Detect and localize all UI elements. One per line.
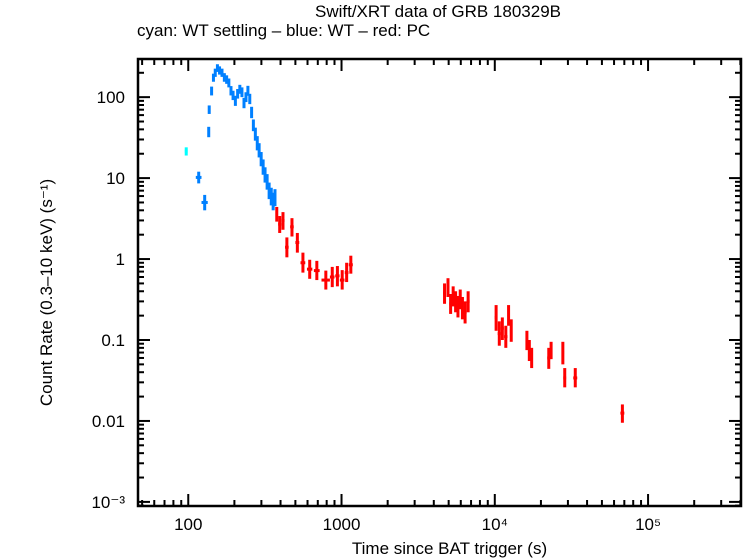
data-point — [227, 78, 231, 88]
y-tick-label: 100 — [97, 88, 125, 107]
data-point — [463, 301, 467, 324]
data-point — [275, 206, 279, 222]
data-point — [195, 171, 202, 184]
series-wt — [195, 64, 277, 211]
data-point — [244, 92, 248, 103]
data-point — [218, 66, 222, 75]
data-point — [460, 296, 464, 320]
data-point — [290, 218, 294, 237]
data-point — [210, 86, 214, 96]
y-tick-label: 10⁻³ — [91, 493, 125, 512]
data-point — [236, 89, 240, 99]
data-point — [242, 97, 246, 109]
x-axis-label: Time since BAT trigger (s) — [352, 539, 547, 558]
data-point — [229, 86, 233, 96]
data-point — [456, 295, 460, 318]
data-point — [507, 305, 511, 326]
data-point — [321, 270, 330, 290]
data-point — [225, 75, 229, 84]
x-tick-label: 100 — [174, 515, 202, 534]
data-point — [509, 319, 513, 342]
x-tick-label: 10⁵ — [635, 515, 661, 534]
data-point — [251, 119, 255, 132]
data-point — [233, 95, 237, 106]
data-point — [451, 286, 455, 307]
data-point — [500, 317, 504, 341]
data-point — [344, 262, 349, 283]
data-point — [215, 64, 219, 72]
data-point — [313, 260, 320, 281]
data-point — [246, 85, 250, 96]
data-point — [281, 212, 285, 230]
data-point — [620, 404, 625, 423]
y-tick-label: 0.01 — [92, 412, 125, 431]
data-point — [211, 73, 215, 82]
data-point — [335, 266, 340, 287]
data-point — [466, 291, 470, 313]
data-point — [231, 90, 235, 101]
data-point — [504, 325, 508, 348]
data-point — [525, 330, 529, 351]
data-point — [573, 368, 578, 388]
data-point — [201, 194, 208, 211]
data-point — [549, 341, 553, 360]
y-tick-label: 1 — [116, 250, 125, 269]
data-point — [329, 266, 335, 288]
x-tick-label: 1000 — [323, 515, 361, 534]
data-point — [443, 283, 447, 304]
chart-title: Swift/XRT data of GRB 180329B — [314, 2, 561, 21]
series-wt-settling — [184, 147, 188, 156]
data-point — [248, 93, 252, 105]
data-point — [530, 347, 534, 369]
data-point — [240, 87, 244, 98]
data-point — [295, 232, 300, 253]
data-point — [285, 237, 289, 258]
data-point — [222, 73, 226, 82]
data-point — [449, 294, 453, 314]
data-point — [207, 126, 211, 138]
data-point — [339, 270, 345, 290]
data-point — [446, 278, 450, 297]
data-point — [238, 84, 242, 94]
x-tick-label: 10⁴ — [482, 515, 508, 534]
data-point — [300, 252, 306, 273]
y-tick-label: 0.1 — [101, 331, 125, 350]
data-point — [563, 368, 567, 388]
data-point — [497, 321, 501, 346]
data-point — [220, 68, 224, 77]
data-point — [306, 259, 313, 279]
data-point — [250, 106, 254, 119]
data-point — [213, 68, 217, 77]
data-point — [207, 105, 211, 114]
data-point — [184, 147, 188, 156]
data-layer — [184, 64, 625, 423]
data-point — [494, 305, 498, 331]
data-point — [348, 255, 353, 274]
data-point — [278, 216, 282, 233]
data-point — [527, 340, 531, 362]
chart-subtitle: cyan: WT settling – blue: WT – red: PC — [137, 21, 431, 40]
data-point — [561, 341, 565, 365]
data-point — [454, 291, 458, 313]
y-tick-label: 10 — [106, 169, 125, 188]
ticks-layer: 100 1000 10⁴ 10⁵ 100 10 1 0.1 0.01 10⁻³ — [91, 59, 742, 534]
plot-frame — [136, 57, 743, 508]
series-pc — [275, 206, 625, 423]
y-axis-label: Count Rate (0.3–10 keV) (s⁻¹) — [37, 179, 56, 406]
